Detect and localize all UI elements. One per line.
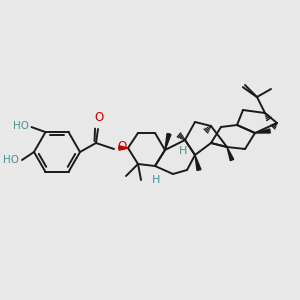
Text: HO: HO (3, 155, 19, 165)
Text: O: O (117, 140, 126, 154)
Polygon shape (227, 147, 234, 160)
Polygon shape (165, 134, 171, 150)
Polygon shape (255, 129, 270, 133)
Text: H: H (179, 146, 187, 156)
Text: H: H (152, 175, 160, 185)
Polygon shape (119, 146, 128, 150)
Text: O: O (94, 111, 103, 124)
Polygon shape (195, 155, 201, 170)
Text: HO: HO (13, 121, 28, 131)
